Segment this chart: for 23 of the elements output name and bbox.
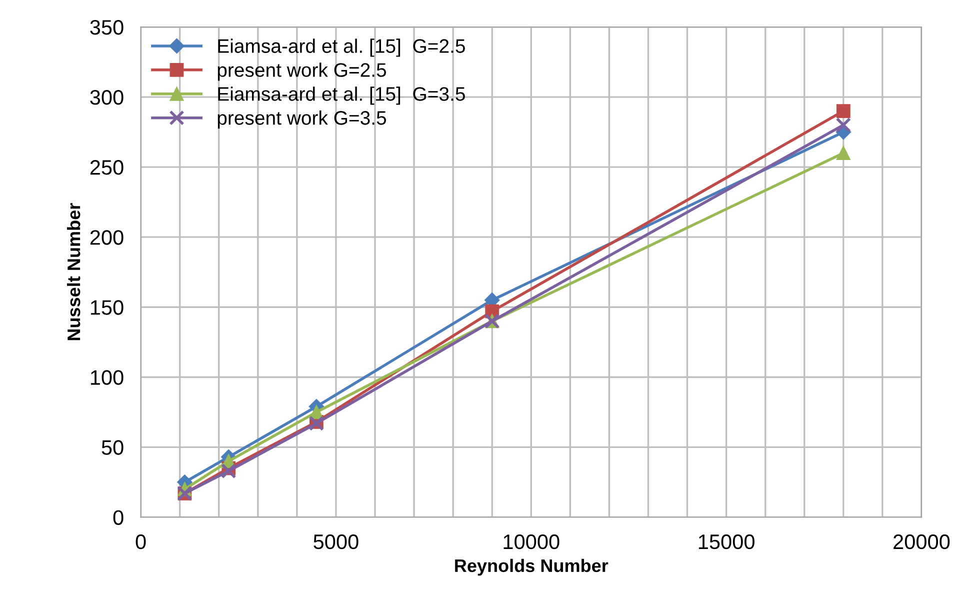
y-tick-label: 300 bbox=[90, 90, 124, 105]
x-tick-label: 0 bbox=[136, 534, 146, 550]
legend-label: Eiamsa-ard et al. [15] G=3.5 bbox=[218, 86, 465, 105]
y-tick-label: 100 bbox=[90, 370, 124, 385]
y-tick-label: 150 bbox=[90, 300, 124, 315]
point bbox=[220, 463, 236, 479]
point bbox=[836, 146, 850, 160]
legend-label: present work G=3.5 bbox=[218, 110, 386, 129]
point bbox=[836, 117, 852, 133]
point bbox=[836, 104, 850, 118]
y-axis-title: Nusselt Number bbox=[66, 203, 80, 340]
legend-label: Eiamsa-ard et al. [15] G=2.5 bbox=[218, 38, 465, 57]
y-tick-label: 200 bbox=[90, 230, 124, 245]
x-tick-label: 5000 bbox=[314, 534, 358, 550]
x-axis-title: Reynolds Number bbox=[455, 558, 608, 576]
y-tick-label: 50 bbox=[102, 440, 124, 455]
legend-label: present work G=2.5 bbox=[218, 62, 386, 81]
y-tick-label: 350 bbox=[90, 20, 124, 35]
x-tick-label: 20000 bbox=[894, 534, 950, 550]
x-tick-label: 15000 bbox=[698, 534, 754, 550]
x-tick-label: 10000 bbox=[504, 534, 560, 550]
y-tick-label: 250 bbox=[90, 160, 124, 175]
y-tick-label: 0 bbox=[113, 510, 124, 525]
